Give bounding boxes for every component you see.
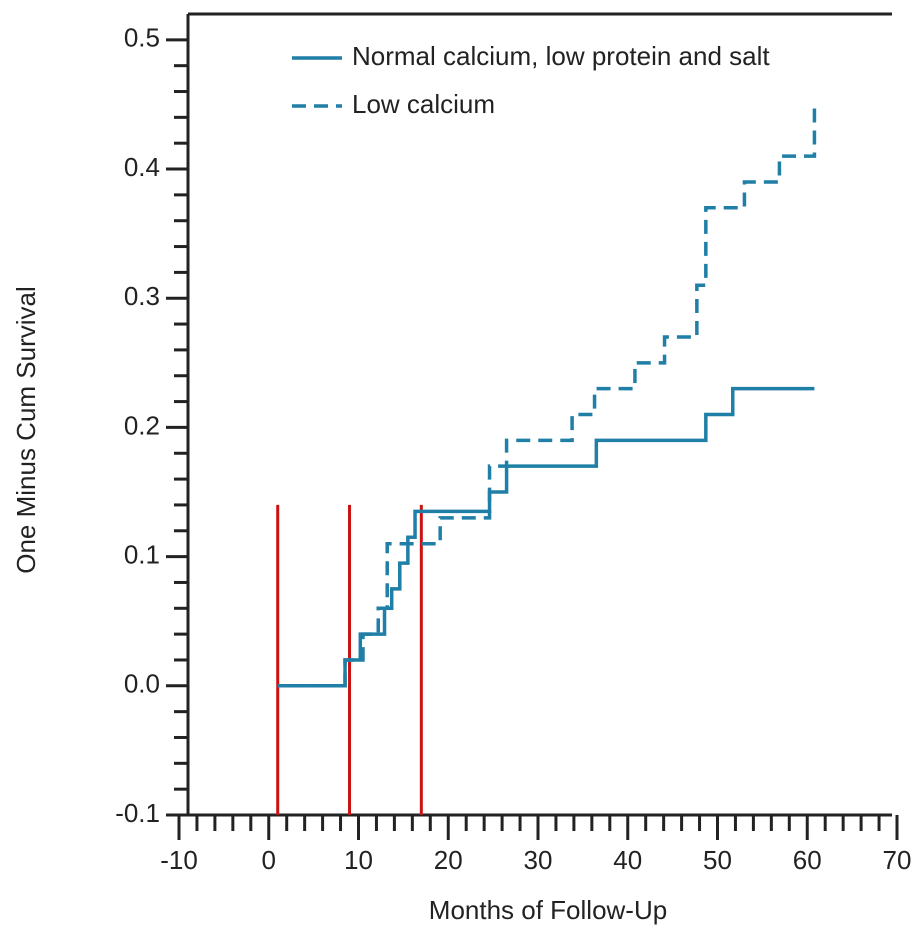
x-tick-label: 0 bbox=[262, 845, 276, 875]
legend-label: Normal calcium, low protein and salt bbox=[352, 41, 770, 71]
y-tick-label: 0.0 bbox=[124, 669, 160, 699]
legend-label: Low calcium bbox=[352, 89, 495, 119]
y-tick-label: -0.1 bbox=[115, 798, 160, 828]
y-tick-label: 0.4 bbox=[124, 152, 160, 182]
x-tick-label: 30 bbox=[524, 845, 553, 875]
x-tick-label: 60 bbox=[793, 845, 822, 875]
step-line bbox=[277, 386, 815, 688]
x-tick-label: 10 bbox=[344, 845, 373, 875]
y-axis-label: One Minus Cum Survival bbox=[11, 286, 41, 574]
y-tick-label: 0.1 bbox=[124, 539, 160, 569]
x-tick-label: 40 bbox=[613, 845, 642, 875]
x-tick-label: -10 bbox=[160, 845, 198, 875]
x-tick-label: 70 bbox=[883, 845, 912, 875]
y-tick-label: 0.3 bbox=[124, 281, 160, 311]
x-axis-label: Months of Follow-Up bbox=[429, 895, 667, 925]
x-tick-label: 20 bbox=[434, 845, 463, 875]
y-tick-label: 0.5 bbox=[124, 23, 160, 53]
step-line bbox=[277, 104, 817, 688]
y-tick-label: 0.2 bbox=[124, 410, 160, 440]
x-tick-label: 50 bbox=[703, 845, 732, 875]
